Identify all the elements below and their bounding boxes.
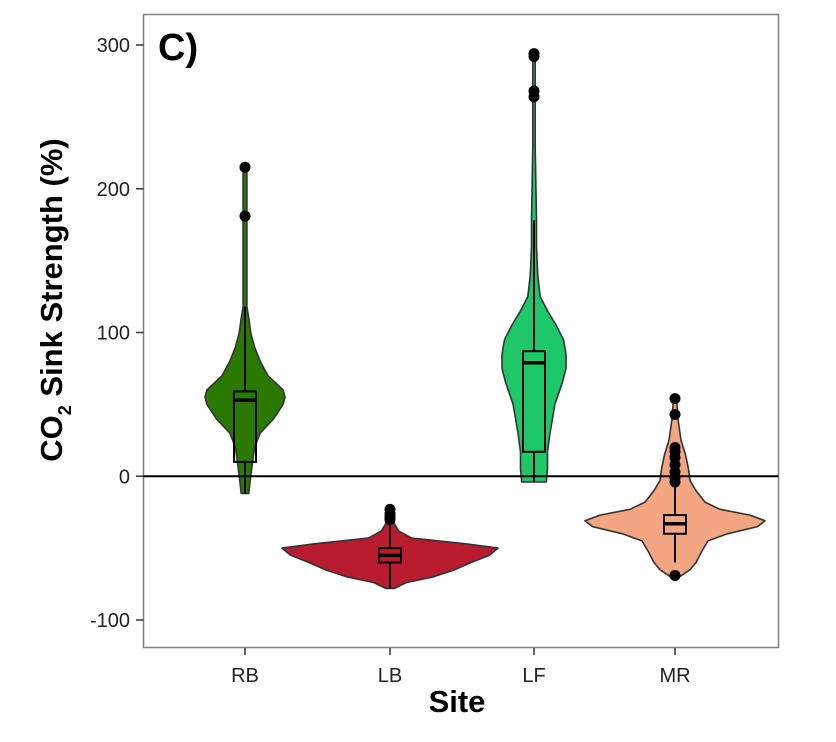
outlier-point <box>384 503 396 515</box>
y-tick-label: 100 <box>97 323 130 345</box>
x-tick-label: LF <box>522 665 545 687</box>
y-axis-title-subscript: 2 <box>55 405 75 415</box>
x-tick-label: RB <box>231 665 259 687</box>
outlier-point <box>528 48 540 60</box>
outlier-point <box>669 569 681 581</box>
panel-label: C) <box>158 27 198 69</box>
x-axis-ticks: RB LB LF MR <box>231 648 691 687</box>
outliers-layer <box>239 48 681 581</box>
y-axis-ticks: -100 0 100 200 300 <box>90 35 144 632</box>
box-rb <box>233 390 257 463</box>
y-tick-label: 0 <box>119 466 130 488</box>
x-tick-label: MR <box>659 665 690 687</box>
outlier-point <box>669 442 681 453</box>
outlier-point <box>239 161 251 173</box>
boxplots-layer <box>233 220 687 589</box>
y-axis-title-rest: Sink Strength (%) <box>34 138 69 405</box>
y-tick-label: -100 <box>90 610 130 632</box>
outlier-point <box>239 210 251 222</box>
y-axis-title-main: CO <box>34 415 69 462</box>
outlier-point <box>669 393 681 405</box>
y-tick-label: 300 <box>97 35 130 57</box>
y-tick-label: 200 <box>97 179 130 201</box>
y-axis-title: CO2 Sink Strength (%) <box>34 138 75 461</box>
box-lf <box>522 350 546 453</box>
x-axis-title: Site <box>429 684 486 719</box>
x-tick-label: LB <box>378 665 402 687</box>
outlier-point <box>669 408 681 420</box>
outlier-point <box>528 85 540 97</box>
